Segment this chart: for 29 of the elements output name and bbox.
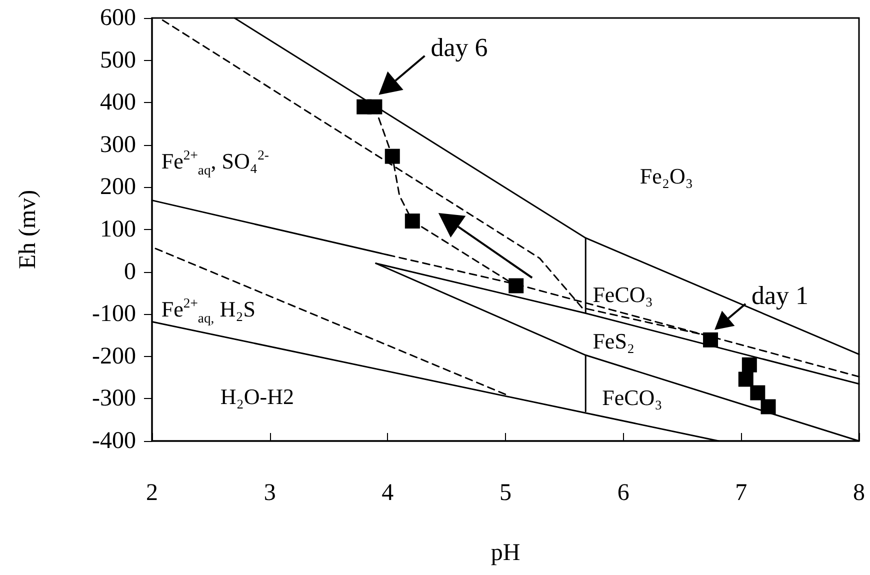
y-tick-label: 200 [100, 174, 136, 200]
x-tick-label: 8 [853, 480, 865, 506]
y-tick-label: 500 [100, 47, 136, 74]
annotation: H₂O-H2 [220, 384, 294, 410]
x-tick-label: 3 [264, 480, 276, 506]
y-tick-label: -100 [92, 301, 136, 328]
y-tick-label: -300 [92, 386, 136, 412]
annotation: FeCO₃ [592, 282, 653, 307]
y-axis-title: Eh (mv) [15, 190, 41, 270]
annotation: Fe$^{2+}$$_{aq}$, SO₄$^{2-}$ [161, 147, 270, 178]
y-tick-label: -200 [92, 343, 136, 370]
x-tick-label: 7 [735, 480, 748, 506]
y-tick-label: 0 [124, 258, 136, 285]
annotation: FeCO₃ [602, 385, 662, 410]
y-tick-label: 300 [100, 132, 136, 158]
x-axis-title: pH [490, 540, 520, 566]
x-tick-label: 4 [382, 480, 394, 506]
annotation: FeS₂ [592, 328, 635, 354]
annotation: Fe₂O₃ [640, 163, 694, 188]
annotation: Fe$^{2+}$$_{aq,}$ H₂S [161, 295, 256, 326]
annotation: day 1 [752, 280, 809, 310]
y-tick-label: -400 [92, 428, 136, 454]
y-tick-label: 100 [100, 216, 136, 242]
x-tick-label: 6 [617, 480, 630, 506]
x-tick-label: 5 [500, 480, 512, 506]
annotation: day 6 [430, 32, 488, 62]
y-tick-label: 600 [100, 5, 136, 31]
y-tick-label: 400 [100, 90, 136, 116]
x-tick-label: 2 [146, 480, 158, 506]
